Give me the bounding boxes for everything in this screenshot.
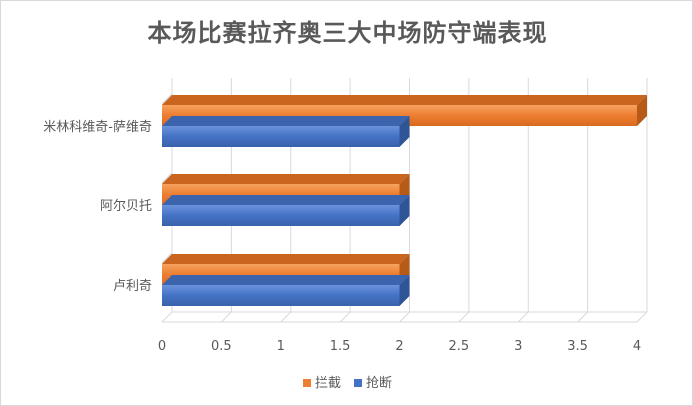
- bar-intercept: [162, 95, 647, 126]
- x-tick-label: 0: [158, 339, 166, 354]
- x-tick-label: 1.5: [330, 339, 351, 354]
- legend-swatch-tackle: [354, 379, 362, 387]
- bar-top-face: [162, 116, 410, 126]
- bar-top-face: [162, 195, 410, 205]
- bar-top-face: [162, 254, 410, 264]
- bars-layer: [162, 93, 647, 306]
- gridline-floor: [636, 311, 648, 323]
- bar-top-face: [162, 95, 647, 105]
- chart-title: 本场比赛拉齐奥三大中场防守端表现: [147, 19, 548, 47]
- x-tick-label: 1: [277, 339, 285, 354]
- category-label: 米林科维奇-萨维奇: [43, 119, 152, 135]
- bar-front-face: [162, 285, 400, 306]
- bar-front-face: [162, 205, 400, 226]
- bar-front-face: [162, 126, 400, 147]
- bar-side-face: [399, 275, 410, 306]
- bar-side-face: [637, 95, 647, 126]
- category-label: 卢利奇: [113, 278, 152, 294]
- x-tick-label: 0.5: [211, 339, 232, 354]
- x-tick-label: 3.5: [567, 339, 588, 354]
- gridline-floor: [577, 311, 588, 323]
- bar-top-face: [162, 275, 410, 285]
- legend-swatch-intercept: [303, 379, 311, 387]
- legend: 拦截 抢断: [303, 375, 392, 391]
- legend-label-intercept: 拦截: [315, 376, 341, 391]
- gridline-floor: [399, 311, 410, 323]
- gridline-floor: [458, 311, 470, 323]
- x-tick-label: 3: [514, 339, 522, 354]
- bar-side-face: [399, 116, 410, 147]
- legend-label-tackle: 抢断: [366, 375, 392, 391]
- bar-tackle: [162, 195, 410, 226]
- category-label: 阿尔贝托: [100, 199, 152, 214]
- x-tick-label: 2.5: [449, 339, 470, 354]
- x-tick-label: 2: [395, 339, 403, 354]
- bar-top-face: [162, 174, 410, 184]
- gridline-floor: [517, 311, 529, 323]
- gridline-floor: [221, 311, 232, 323]
- bar-tackle: [162, 275, 410, 306]
- gridline-floor: [280, 311, 292, 323]
- bar-tackle: [162, 116, 410, 147]
- x-tick-label: 4: [633, 339, 641, 354]
- bar-side-face: [399, 195, 410, 226]
- gridline-floor: [339, 311, 351, 323]
- gridline-floor: [161, 311, 173, 323]
